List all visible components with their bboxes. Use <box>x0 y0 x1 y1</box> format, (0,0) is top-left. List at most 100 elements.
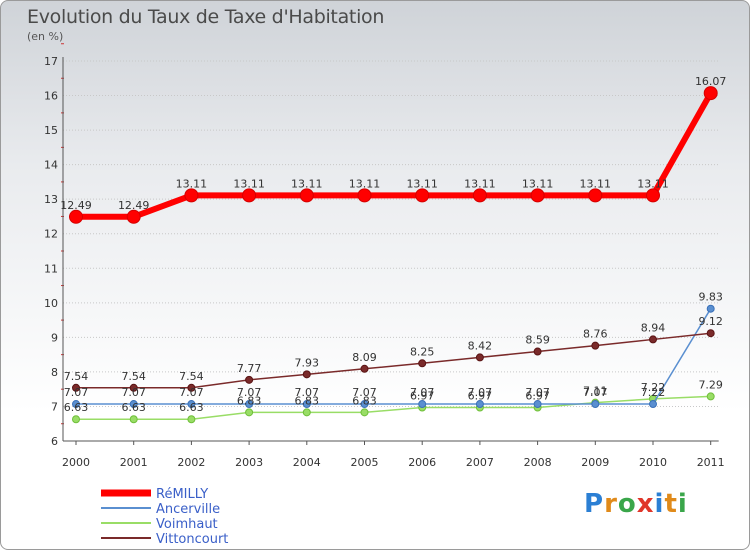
data-point <box>187 415 196 424</box>
data-point <box>472 188 487 203</box>
legend-label: Ancerville <box>156 502 220 517</box>
data-label: 6.83 <box>352 394 377 407</box>
data-point <box>533 347 542 356</box>
data-point <box>187 383 196 392</box>
data-point <box>418 400 427 409</box>
x-tick-label: 2006 <box>408 456 436 469</box>
data-label: 6.63 <box>179 401 204 414</box>
data-point <box>129 415 138 424</box>
data-label: 13.11 <box>464 177 496 190</box>
x-tick-label: 2008 <box>524 456 552 469</box>
series-line-rémilly <box>73 90 714 220</box>
data-label: 8.09 <box>352 351 377 364</box>
y-tick-label: 8 <box>51 366 58 379</box>
data-point <box>72 383 80 392</box>
data-label: 7.07 <box>179 386 204 399</box>
data-point <box>302 400 311 409</box>
data-label: 9.83 <box>698 291 723 304</box>
logo-letter: i <box>677 489 688 519</box>
data-label: 7.07 <box>410 386 435 399</box>
data-label: 13.11 <box>233 177 265 190</box>
data-label: 9.12 <box>698 315 723 328</box>
data-point <box>533 400 542 409</box>
logo-letter: P <box>584 489 605 519</box>
x-tick-label: 2010 <box>639 456 667 469</box>
data-label: 7.54 <box>64 370 89 383</box>
y-tick-label: 11 <box>44 262 58 275</box>
data-label: 7.07 <box>295 386 320 399</box>
data-label: 7.07 <box>237 386 262 399</box>
data-label: 8.76 <box>583 328 608 341</box>
logo-letter: o <box>617 489 637 519</box>
data-point <box>588 188 603 203</box>
data-point <box>129 383 138 392</box>
series-line-ancerville <box>75 307 712 405</box>
y-tick-label: 14 <box>44 159 58 172</box>
data-point <box>649 335 657 344</box>
y-tick-label: 9 <box>51 331 58 344</box>
x-tick-label: 2004 <box>293 456 321 469</box>
data-point <box>245 408 254 417</box>
data-label: 7.07 <box>583 386 608 399</box>
data-point <box>72 400 80 409</box>
data-label: 7.22 <box>641 381 666 394</box>
data-label: 7.07 <box>468 386 493 399</box>
data-point <box>69 209 83 224</box>
data-point <box>475 400 484 409</box>
data-label: 7.29 <box>698 378 723 391</box>
data-label: 6.97 <box>525 389 550 402</box>
data-label: 7.07 <box>64 386 89 399</box>
data-point <box>242 188 257 203</box>
logo-letter: i <box>654 489 665 519</box>
data-point <box>591 341 600 350</box>
y-tick-label: 15 <box>44 124 58 137</box>
data-point <box>299 188 314 203</box>
logo-letter: t <box>664 489 678 519</box>
data-point <box>187 400 196 409</box>
data-point <box>360 408 369 417</box>
y-tick-label: 16 <box>44 90 58 103</box>
data-point <box>591 400 600 409</box>
logo-letter: x <box>636 489 655 519</box>
x-tick-label: 2007 <box>466 456 494 469</box>
data-label: 8.25 <box>410 345 435 358</box>
data-point <box>418 359 427 368</box>
data-label: 13.11 <box>176 177 208 190</box>
data-label: 7.54 <box>179 370 204 383</box>
x-tick-label: 2000 <box>62 456 90 469</box>
x-tick-label: 2011 <box>697 456 725 469</box>
data-point <box>357 188 372 203</box>
x-tick-label: 2001 <box>120 456 148 469</box>
data-point <box>706 304 715 313</box>
data-point <box>245 375 254 384</box>
y-tick-label: 12 <box>44 228 58 241</box>
data-label: 6.83 <box>237 394 262 407</box>
data-point <box>302 408 311 417</box>
data-label: 8.42 <box>468 339 493 352</box>
data-point <box>475 353 484 362</box>
data-label: 7.77 <box>237 362 262 375</box>
y-tick-label: 10 <box>44 297 58 310</box>
data-label: 13.11 <box>291 177 323 190</box>
data-point <box>126 209 141 224</box>
y-axis-unit: (en %) <box>27 30 64 43</box>
y-tick-label: 13 <box>44 193 58 206</box>
data-point <box>530 188 545 203</box>
data-label: 6.97 <box>468 389 493 402</box>
data-label: 13.11 <box>522 177 554 190</box>
legend-label: Vittoncourt <box>156 532 228 547</box>
y-tick-label: 6 <box>51 435 58 448</box>
data-point <box>129 400 138 409</box>
data-label: 7.93 <box>295 356 320 369</box>
data-label: 13.11 <box>580 177 612 190</box>
legend-label: RéMILLY <box>156 487 208 502</box>
data-label: 8.94 <box>641 321 666 334</box>
x-tick-label: 2003 <box>235 456 263 469</box>
data-point <box>646 188 660 203</box>
data-label: 16.07 <box>695 75 727 88</box>
data-point <box>703 86 718 101</box>
data-label: 6.63 <box>64 401 89 414</box>
data-label: 6.83 <box>295 394 320 407</box>
axes: 6 7 8 9 10 11 12 13 14 15 16 17 2000 2001 2002 2003 2004… <box>44 43 725 469</box>
